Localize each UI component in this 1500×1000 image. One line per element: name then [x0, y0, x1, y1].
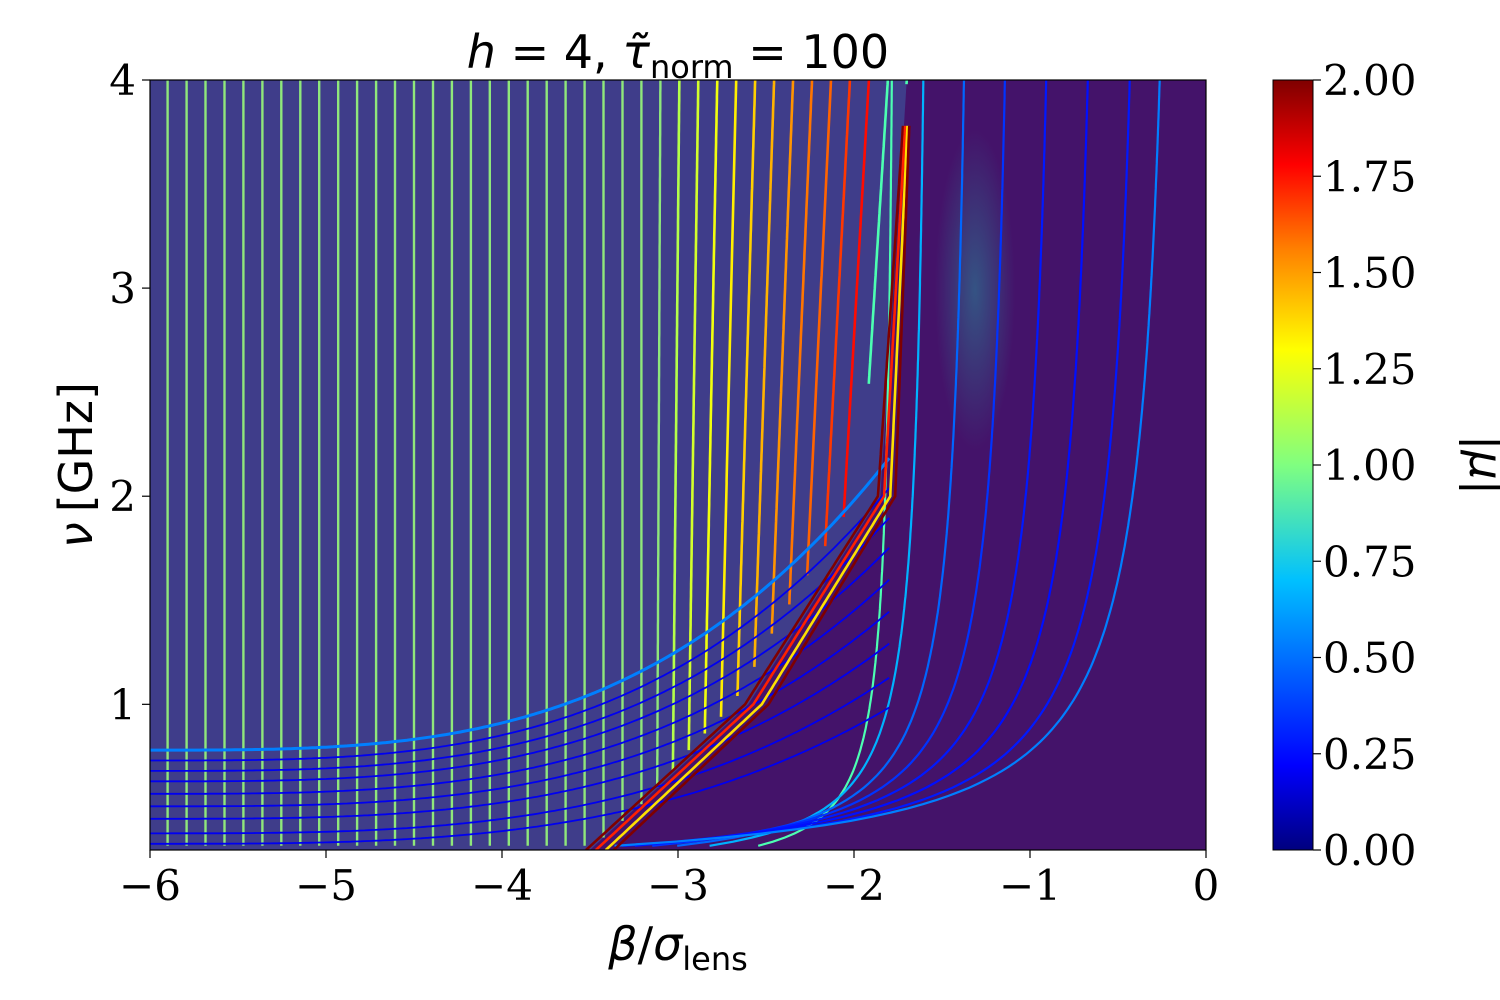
- contour-line-49: [150, 487, 890, 762]
- colorbar-tick-label: 1.00: [1323, 441, 1417, 490]
- contour-line-41: [709, 80, 925, 847]
- colorbar-label: |μ|: [1458, 435, 1500, 495]
- contour-line-27: [671, 80, 681, 771]
- colorbar: [1272, 79, 1314, 851]
- heatmap-plot-area: [150, 80, 1206, 850]
- contour-line-38: [867, 80, 890, 384]
- contour-line-37: [842, 80, 871, 518]
- contour-line-34: [788, 80, 814, 605]
- title-eq2: = 100: [734, 25, 890, 79]
- contour-line-29: [703, 80, 719, 734]
- x-tick-label: −3: [647, 861, 709, 910]
- contour-line-54: [150, 642, 890, 820]
- ylabel-unit: [GHz]: [49, 382, 103, 512]
- colorbar-tick-label: 0.50: [1323, 634, 1417, 683]
- contour-line-33: [770, 80, 795, 634]
- colorbar-ticks: 0.00 0.25 0.50 0.75 1.00 1.25 1.50 1.75 2.00: [1313, 56, 1417, 875]
- contour-line-48: [150, 457, 891, 752]
- y-tick-label: 4: [109, 56, 136, 105]
- contour-line-46: [622, 80, 1131, 847]
- title-eq1: = 4,: [496, 25, 622, 79]
- colorbar-tick-label: 1.75: [1323, 152, 1417, 201]
- x-axis-ticks: −6 −5 −4 −3 −2 −1 0: [119, 850, 1219, 910]
- x-tick-label: −1: [999, 861, 1061, 910]
- contour-line-45: [624, 80, 1089, 847]
- xlabel-lens: lens: [682, 940, 748, 978]
- y-axis-ticks: 1 2 3 4: [109, 56, 150, 729]
- title-norm: norm: [650, 48, 734, 86]
- x-tick-label: −5: [295, 861, 357, 910]
- y-tick-label: 1: [109, 680, 136, 729]
- contour-line-32: [753, 80, 776, 667]
- y-tick-label: 3: [109, 264, 136, 313]
- title-h: h: [467, 25, 496, 79]
- contour-line-47: [614, 80, 1161, 847]
- colorbar-tick-label: 1.50: [1323, 249, 1417, 298]
- single-image-region: [590, 80, 1206, 850]
- contour-line-36: [823, 80, 852, 547]
- contour-line-59: [604, 125, 909, 850]
- contour-line-55: [150, 676, 890, 835]
- colorbar-tick-label: 2.00: [1323, 56, 1417, 105]
- image-track-contours: [150, 80, 1161, 850]
- ylabel-nu: ν: [49, 522, 103, 548]
- contour-line-51: [150, 547, 890, 783]
- chart-title: h = 4, τ̃norm = 100: [467, 25, 889, 86]
- colorbar-tick-label: 0.25: [1323, 730, 1417, 779]
- contour-line-52: [150, 579, 890, 795]
- y-tick-label: 2: [109, 472, 136, 521]
- y-axis-label: ν [GHz]: [49, 382, 103, 548]
- contour-line-42: [677, 80, 966, 847]
- contour-line-35: [805, 80, 833, 576]
- contour-line-26: [656, 80, 662, 788]
- contour-line-44: [634, 80, 1048, 847]
- colorbar-tick-label: 1.25: [1323, 345, 1417, 394]
- contour-line-58: [595, 125, 907, 850]
- x-tick-label: −4: [471, 861, 533, 910]
- title-tau: τ̃: [622, 25, 650, 79]
- contour-line-60: [612, 125, 911, 850]
- colorbar-tick-label: 0.75: [1323, 537, 1417, 586]
- x-tick-label: −6: [119, 861, 181, 910]
- xlabel-sigma: σ: [653, 917, 684, 971]
- xlabel-beta: β: [607, 917, 637, 971]
- contour-line-56: [150, 706, 890, 845]
- contour-line-30: [719, 80, 738, 717]
- contour-line-57: [585, 125, 905, 850]
- xlabel-slash: /: [638, 917, 654, 971]
- contour-line-31: [736, 80, 757, 697]
- x-axis-label: β/σlens: [607, 917, 748, 978]
- contour-line-28: [687, 80, 700, 751]
- contour-line-50: [150, 517, 890, 772]
- contour-line-43: [652, 80, 1006, 847]
- x-tick-label: −2: [823, 861, 885, 910]
- x-tick-label: 0: [1193, 861, 1220, 910]
- colorbar-tick-label: 0.00: [1323, 826, 1417, 875]
